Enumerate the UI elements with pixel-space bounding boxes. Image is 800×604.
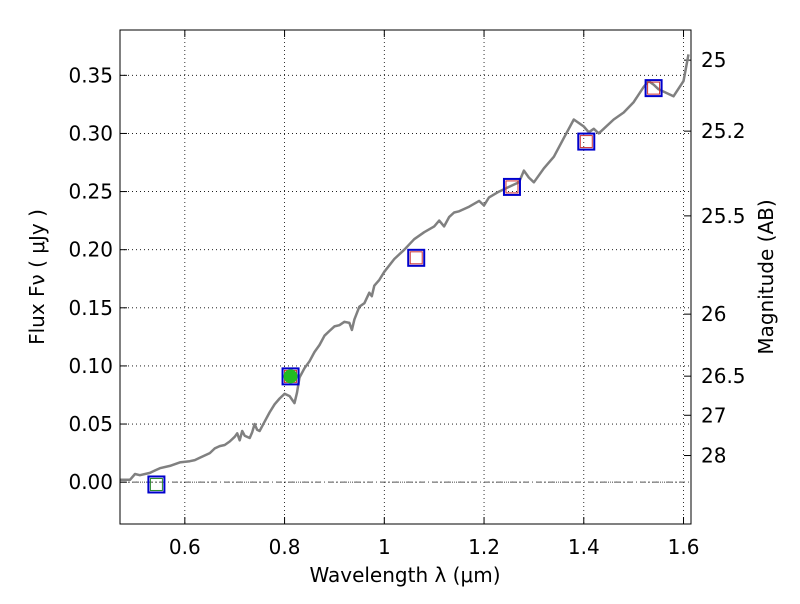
observed-flux-point (281, 367, 300, 386)
magnitude-axis-label: Magnitude (AB) (754, 199, 778, 354)
x-tick-label: 1.4 (568, 535, 600, 559)
plot-frame (119, 29, 692, 525)
y-axis-label: Flux Fν ( μJy ) (25, 209, 49, 345)
y-tick-label: 0.05 (68, 412, 113, 436)
observed-flux-point (577, 132, 596, 151)
x-tick-label: 1.6 (668, 535, 700, 559)
observed-flux-point (502, 177, 521, 196)
magnitude-tick-label: 27 (701, 403, 726, 427)
y-tick-label: 0.10 (68, 354, 113, 378)
grid-lines (120, 30, 691, 524)
y-tick-label: 0.35 (68, 63, 113, 87)
x-axis-label: Wavelength λ (μm) (309, 563, 500, 587)
observed-flux-point (147, 475, 166, 494)
magnitude-tick-label: 25.2 (701, 119, 746, 143)
y-tick-label: 0.20 (68, 238, 113, 262)
x-tick-label: 0.8 (269, 535, 301, 559)
magnitude-tick-label: 25 (701, 48, 726, 72)
model-flux-point (149, 477, 163, 491)
magnitude-tick-label: 26.5 (701, 364, 746, 388)
magnitude-tick-label: 28 (701, 444, 726, 468)
x-tick-label: 1.2 (468, 535, 500, 559)
magnitude-tick-label: 25.5 (701, 204, 746, 228)
model-flux-point (505, 180, 519, 194)
model-flux-point (409, 251, 423, 265)
x-tick-label: 1 (378, 535, 391, 559)
axis-ticks: 0.6 0.8 1 1.2 1.4 1.6 0.00 0.05 0.10 0.15 0.20 0.25… (68, 30, 746, 559)
x-tick-label: 0.6 (169, 535, 201, 559)
y-tick-label: 0.30 (68, 121, 113, 145)
photometry-markers (147, 79, 663, 494)
y-tick-label: 0.00 (68, 470, 113, 494)
sed-line-layer (120, 54, 690, 482)
y-tick-label: 0.25 (68, 180, 113, 204)
y-tick-label: 0.15 (68, 296, 113, 320)
detection-dot (283, 369, 298, 384)
model-flux-point (579, 135, 593, 149)
magnitude-tick-label: 26 (701, 302, 726, 326)
model-flux-point (647, 81, 661, 95)
observed-flux-point (644, 79, 663, 98)
observed-flux-point (407, 248, 426, 267)
sed-model-line (120, 54, 690, 482)
